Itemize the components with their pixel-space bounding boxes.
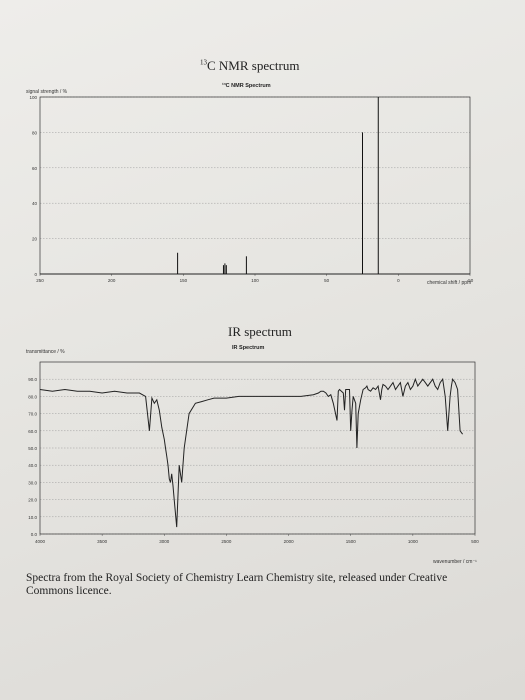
ir-tick-labels: 0.0 10.0 20.0 30.0 40.0 50.0 60.0 70.0 80.0 90.0 4… (28, 377, 479, 544)
ir-series-line (39, 377, 464, 528)
ir-chart-subtitle: IR Spectrum (232, 345, 265, 351)
ir-x-tick-label: 3000 (159, 539, 170, 544)
nmr-y-axis-label: signal strength / % (26, 89, 68, 95)
nmr-y-tick-label: 80 (32, 130, 38, 135)
nmr-tick-labels: 0 20 40 60 80 100 250 200 150 100 50 0 -50 (29, 95, 473, 283)
nmr-x-tick-label: 150 (180, 278, 188, 283)
nmr-peaks (177, 97, 379, 274)
nmr-x-tick-label: 250 (36, 278, 44, 283)
nmr-x-tick-label: 100 (251, 278, 259, 283)
nmr-title-text: C NMR spectrum (207, 58, 300, 73)
nmr-y-tick-label: 100 (29, 95, 37, 100)
nmr-x-tick-label: 200 (108, 278, 116, 283)
ir-x-tick-label: 2500 (221, 539, 232, 544)
ir-y-tick-label: 70.0 (28, 412, 37, 417)
nmr-x-tick-label: 50 (324, 278, 330, 283)
ir-plot-frame (39, 361, 476, 535)
ir-y-tick-label: 20.0 (28, 498, 37, 503)
ir-x-axis-label: wavenumber / cm⁻¹ (433, 559, 477, 565)
ir-page-title: IR spectrum (228, 324, 292, 339)
nmr-title-superscript: 13 (200, 58, 207, 67)
ir-x-tick-label: 1000 (408, 539, 419, 544)
nmr-x-axis-label: chemical shift / ppm (427, 280, 472, 286)
ir-gridlines (40, 378, 475, 535)
nmr-y-tick-label: 40 (32, 201, 38, 206)
ir-y-tick-label: 30.0 (28, 480, 37, 485)
ir-y-tick-label: 40.0 (28, 463, 37, 468)
ir-x-tick-label: 3500 (97, 539, 108, 544)
ir-y-tick-label: 80.0 (28, 394, 37, 399)
ir-x-tick-label: 1500 (346, 539, 357, 544)
nmr-chart-subtitle: ¹³C NMR Spectrum (222, 83, 271, 89)
ir-y-tick-label: 0.0 (31, 532, 38, 537)
ir-y-tick-label: 90.0 (28, 377, 37, 382)
nmr-y-tick-label: 60 (32, 166, 38, 171)
ir-y-tick-label: 60.0 (28, 429, 37, 434)
nmr-page-title: 13C NMR spectrum (200, 58, 299, 74)
source-caption: Spectra from the Royal Society of Chemis… (26, 572, 448, 597)
ir-axes (39, 361, 476, 536)
nmr-x-tick-label: 0 (397, 278, 400, 283)
nmr-axes (39, 96, 471, 276)
ir-y-axis-label: transmittance / % (26, 349, 65, 355)
ir-x-tick-label: 500 (471, 539, 479, 544)
nmr-y-tick-label: 0 (34, 272, 37, 277)
nmr-x-tick-label: -50 (467, 278, 474, 283)
ir-x-tick-label: 2000 (284, 539, 295, 544)
nmr-y-tick-label: 20 (32, 237, 38, 242)
ir-y-tick-label: 10.0 (28, 515, 37, 520)
ir-x-tick-label: 4000 (35, 539, 46, 544)
ir-y-tick-label: 50.0 (28, 446, 37, 451)
